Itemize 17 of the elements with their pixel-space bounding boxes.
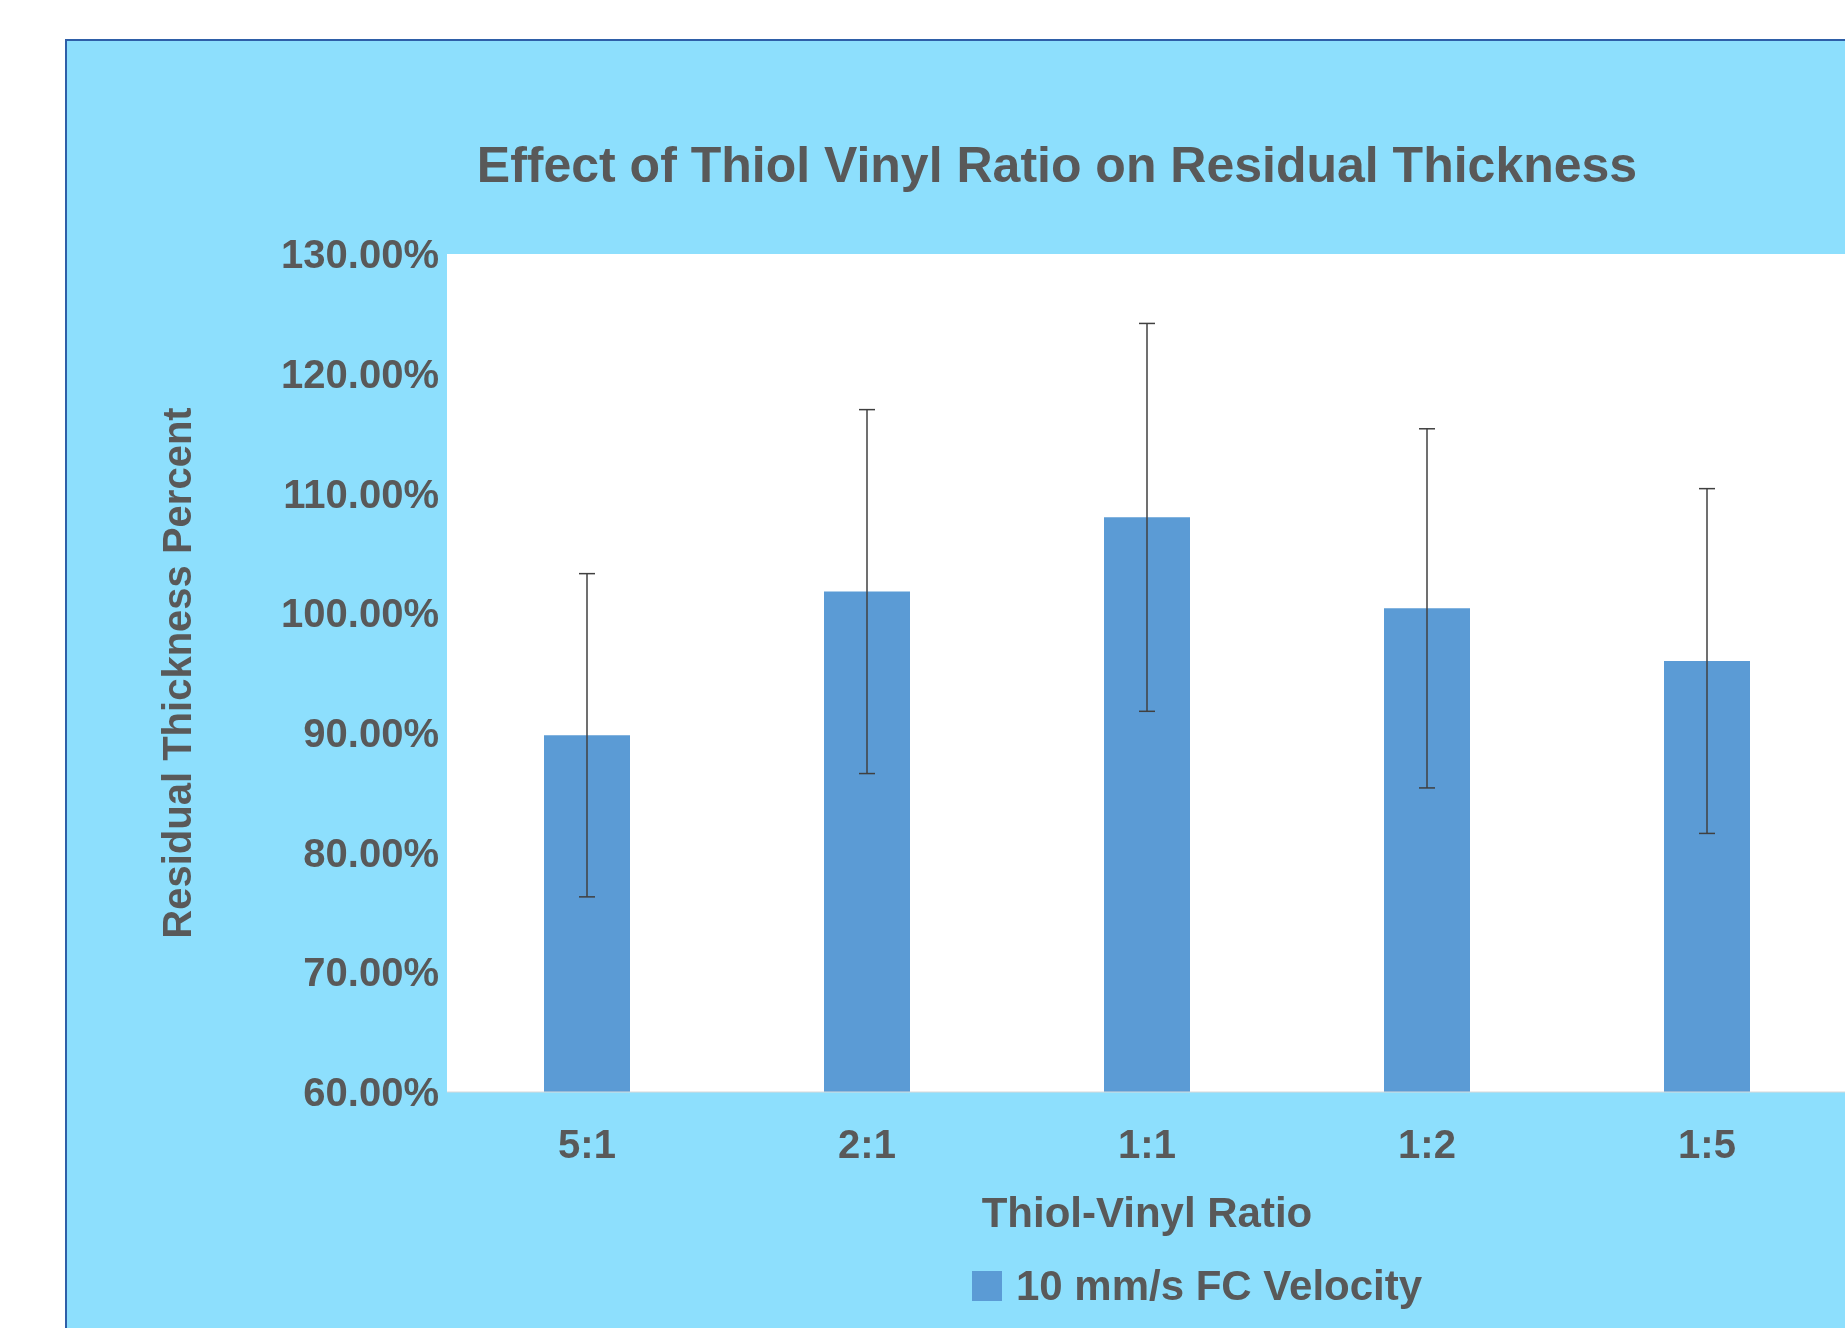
y-tick-label: 80.00%: [303, 830, 439, 875]
legend-label: 10 mm/s FC Velocity: [1014, 1262, 1423, 1310]
x-tick-label: 5:1: [558, 1122, 616, 1167]
y-tick-label: 70.00%: [303, 950, 439, 995]
x-tick-label: 1:5: [1678, 1122, 1736, 1167]
x-axis-title: Thiol-Vinyl Ratio: [981, 1188, 1313, 1236]
y-tick-label: 100.00%: [281, 591, 439, 636]
y-tick-label: 60.00%: [303, 1070, 439, 1115]
y-tick-label: 120.00%: [281, 351, 439, 396]
y-tick-label: 90.00%: [303, 711, 439, 756]
y-axis-title: Residual Thickness Percent: [155, 407, 200, 939]
y-tick-label: 130.00%: [281, 232, 439, 277]
x-tick-label: 1:1: [1118, 1122, 1176, 1167]
y-tick-label: 110.00%: [283, 471, 439, 516]
chart-title: Effect of Thiol Vinyl Ratio on Residual Thickness: [475, 136, 1639, 194]
x-tick-label: 1:2: [1398, 1122, 1456, 1167]
x-tick-label: 2:1: [838, 1122, 896, 1167]
